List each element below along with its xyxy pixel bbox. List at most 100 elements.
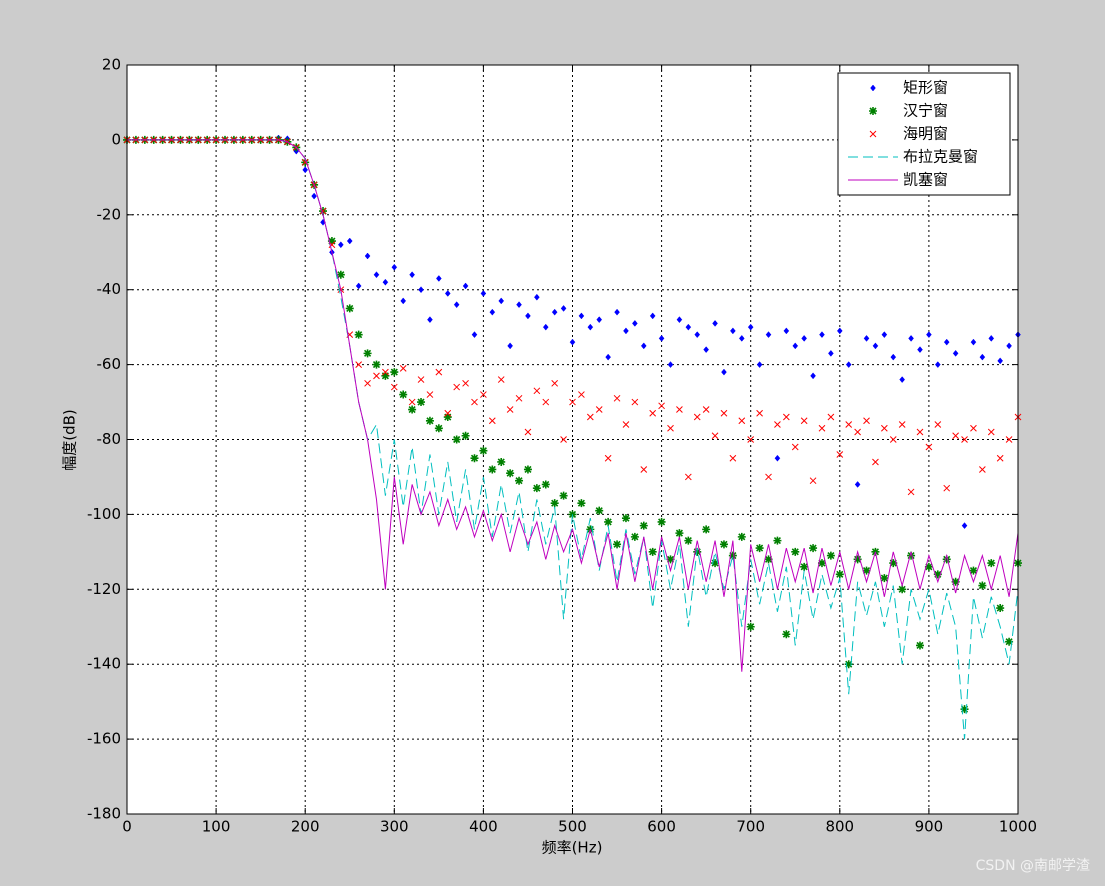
y-axis-label: 幅度(dB) xyxy=(61,409,79,471)
data-point xyxy=(854,428,861,436)
data-point xyxy=(907,488,915,496)
data-point xyxy=(373,271,380,279)
data-point xyxy=(934,421,942,428)
data-point xyxy=(498,297,505,305)
plot-clip-group xyxy=(123,134,1022,740)
data-point xyxy=(346,237,353,245)
data-point xyxy=(703,346,709,354)
data-point xyxy=(979,466,986,473)
data-point xyxy=(738,334,745,342)
data-point xyxy=(657,517,666,526)
data-point xyxy=(605,353,611,361)
data-point xyxy=(729,454,737,462)
data-point xyxy=(836,451,844,458)
data-point xyxy=(551,379,559,387)
data-point xyxy=(515,476,524,485)
data-point xyxy=(800,562,809,571)
data-point xyxy=(961,522,968,530)
data-point xyxy=(728,551,737,560)
data-point xyxy=(835,570,844,579)
data-point xyxy=(853,555,862,564)
legend-label: 海明窗 xyxy=(903,125,948,143)
data-point xyxy=(684,473,692,481)
data-point xyxy=(747,436,755,443)
data-point xyxy=(817,559,826,568)
data-point xyxy=(604,454,612,462)
data-point xyxy=(480,391,487,398)
data-point xyxy=(453,383,461,391)
data-point xyxy=(810,372,816,380)
x-tick-label: 800 xyxy=(825,818,854,836)
legend-label: 凯塞窗 xyxy=(903,171,948,189)
data-point xyxy=(639,521,648,530)
data-point xyxy=(497,457,506,466)
legend-box xyxy=(837,72,1011,196)
data-point xyxy=(942,555,951,564)
data-point xyxy=(363,349,372,358)
data-point xyxy=(443,413,452,422)
data-point xyxy=(782,413,790,421)
data-point xyxy=(996,454,1004,462)
y-tick-label: -120 xyxy=(87,580,121,598)
data-point xyxy=(569,338,576,346)
data-point xyxy=(987,559,996,568)
data-point xyxy=(988,334,995,342)
data-point xyxy=(828,349,834,357)
data-point xyxy=(667,424,674,432)
y-tick-label: -60 xyxy=(97,355,122,373)
data-point xyxy=(800,417,808,425)
data-point xyxy=(809,544,818,553)
data-point xyxy=(631,398,639,406)
data-point xyxy=(560,305,567,312)
data-point xyxy=(711,432,719,440)
plot-border xyxy=(126,64,1019,815)
data-point xyxy=(595,506,604,515)
data-point xyxy=(444,409,452,417)
data-point xyxy=(417,398,426,407)
data-point xyxy=(649,312,656,320)
data-point xyxy=(408,398,416,406)
data-point xyxy=(898,421,906,428)
data-point xyxy=(881,331,888,339)
data-point xyxy=(586,413,594,421)
data-point xyxy=(889,559,898,568)
data-point xyxy=(418,286,424,294)
x-tick-label: 0 xyxy=(122,818,132,836)
data-point xyxy=(364,252,371,260)
legend-swatch xyxy=(870,84,876,92)
data-point xyxy=(863,417,870,425)
data-point xyxy=(862,566,871,575)
data-point xyxy=(381,371,390,380)
data-point xyxy=(872,458,879,466)
data-point xyxy=(880,574,889,583)
data-point xyxy=(1005,637,1014,646)
data-point xyxy=(489,308,496,316)
data-point xyxy=(961,436,968,443)
data-point xyxy=(889,436,897,443)
data-point xyxy=(515,394,523,402)
data-point xyxy=(863,334,870,342)
data-point xyxy=(497,376,505,383)
data-point xyxy=(523,465,532,474)
legend-label: 汉宁窗 xyxy=(903,102,948,120)
data-point xyxy=(632,320,638,327)
data-point xyxy=(382,278,389,286)
data-point xyxy=(845,361,852,368)
data-point xyxy=(880,424,888,432)
data-point xyxy=(844,660,853,669)
data-point xyxy=(827,413,835,421)
data-point xyxy=(614,308,620,316)
data-point xyxy=(470,454,479,463)
data-point xyxy=(917,346,923,354)
data-point xyxy=(970,338,977,346)
data-point xyxy=(915,641,924,650)
data-point xyxy=(818,424,826,432)
data-point xyxy=(569,398,576,406)
data-point xyxy=(943,338,950,346)
data-point xyxy=(658,402,665,410)
data-point xyxy=(302,166,309,174)
data-point xyxy=(952,349,959,357)
data-point xyxy=(461,431,470,440)
data-point xyxy=(488,417,496,425)
data-point xyxy=(311,192,317,200)
